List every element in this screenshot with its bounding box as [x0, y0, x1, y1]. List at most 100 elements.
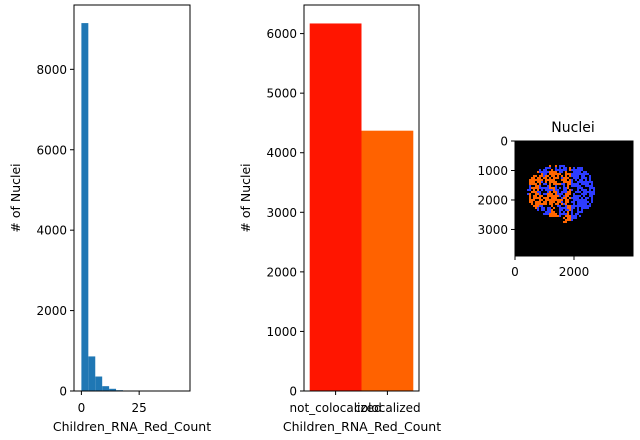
- nucleus-pixel: [561, 193, 563, 195]
- nucleus-pixel: [579, 215, 581, 217]
- nucleus-pixel: [565, 219, 567, 221]
- nucleus-pixel: [531, 183, 533, 185]
- nucleus-pixel: [557, 195, 559, 197]
- nucleus-pixel: [537, 177, 539, 179]
- nucleus-pixel: [559, 201, 561, 203]
- nucleus-pixel: [577, 213, 579, 215]
- nucleus-pixel: [541, 207, 543, 209]
- nucleus-pixel: [563, 187, 565, 189]
- histogram-x-ticks: 0 25: [78, 391, 147, 415]
- nucleus-pixel: [543, 203, 545, 205]
- nucleus-pixel: [551, 175, 553, 177]
- histogram-bar: [88, 356, 96, 391]
- nucleus-pixel: [529, 201, 531, 203]
- nucleus-pixel: [567, 205, 569, 207]
- nucleus-pixel: [543, 175, 545, 177]
- nucleus-pixel: [567, 219, 569, 221]
- nucleus-pixel: [535, 179, 537, 181]
- nucleus-pixel: [577, 201, 579, 203]
- nucleus-pixel: [583, 183, 585, 185]
- nucleus-pixel: [545, 183, 547, 185]
- nucleus-pixel: [565, 175, 567, 177]
- nucleus-pixel: [553, 175, 555, 177]
- nucleus-pixel: [579, 167, 581, 169]
- nucleus-pixel: [557, 175, 559, 177]
- nucleus-pixel: [529, 187, 531, 189]
- histogram-x-tick-label: 25: [132, 401, 147, 415]
- nucleus-pixel: [579, 191, 581, 193]
- nucleus-pixel: [589, 175, 591, 177]
- nucleus-pixel: [557, 215, 559, 217]
- nucleus-pixel: [535, 205, 537, 207]
- nucleus-pixel: [539, 191, 541, 193]
- nuclei-image-panel: Nuclei 0 2000 0 1000 2000 3000: [477, 120, 634, 279]
- nucleus-pixel: [555, 213, 557, 215]
- nucleus-pixel: [571, 213, 573, 215]
- nuclei-image-y-tick-label: 0: [500, 135, 508, 149]
- nucleus-pixel: [545, 211, 547, 213]
- colocalization-bar: [309, 23, 362, 391]
- nucleus-pixel: [563, 221, 565, 223]
- nucleus-pixel: [585, 173, 587, 175]
- nucleus-pixel: [541, 171, 543, 173]
- nucleus-pixel: [575, 213, 577, 215]
- nucleus-pixel: [589, 185, 591, 187]
- nucleus-pixel: [547, 191, 549, 193]
- nucleus-pixel: [573, 193, 575, 195]
- nucleus-pixel: [565, 201, 567, 203]
- nucleus-pixel: [577, 187, 579, 189]
- nucleus-pixel: [563, 167, 565, 169]
- nucleus-pixel: [585, 205, 587, 207]
- nucleus-pixel: [539, 175, 541, 177]
- nucleus-pixel: [555, 203, 557, 205]
- nucleus-pixel: [553, 211, 555, 213]
- nucleus-pixel: [571, 215, 573, 217]
- nucleus-pixel: [573, 217, 575, 219]
- nucleus-pixel: [545, 171, 547, 173]
- histogram-x-tick-label: 0: [78, 401, 86, 415]
- nucleus-pixel: [581, 177, 583, 179]
- nucleus-pixel: [577, 175, 579, 177]
- nucleus-pixel: [545, 177, 547, 179]
- nucleus-pixel: [533, 199, 535, 201]
- nucleus-pixel: [567, 215, 569, 217]
- nucleus-pixel: [561, 175, 563, 177]
- nucleus-pixel: [587, 183, 589, 185]
- nucleus-pixel: [567, 177, 569, 179]
- nucleus-pixel: [551, 213, 553, 215]
- nucleus-pixel: [591, 191, 593, 193]
- nucleus-pixel: [591, 197, 593, 199]
- nucleus-pixel: [563, 179, 565, 181]
- nucleus-pixel: [569, 207, 571, 209]
- nucleus-pixel: [587, 181, 589, 183]
- nucleus-pixel: [579, 201, 581, 203]
- nucleus-pixel: [533, 181, 535, 183]
- nucleus-pixel: [575, 185, 577, 187]
- nucleus-pixel: [555, 177, 557, 179]
- nucleus-pixel: [535, 183, 537, 185]
- nucleus-pixel: [551, 203, 553, 205]
- nucleus-pixel: [589, 191, 591, 193]
- nucleus-pixel: [535, 185, 537, 187]
- nucleus-pixel: [589, 193, 591, 195]
- nucleus-pixel: [553, 183, 555, 185]
- nucleus-pixel: [555, 197, 557, 199]
- nucleus-pixel: [575, 217, 577, 219]
- nucleus-pixel: [569, 183, 571, 185]
- nucleus-pixel: [557, 193, 559, 195]
- nucleus-pixel: [547, 211, 549, 213]
- nucleus-pixel: [557, 173, 559, 175]
- nucleus-pixel: [555, 189, 557, 191]
- nucleus-pixel: [531, 179, 533, 181]
- nucleus-pixel: [559, 205, 561, 207]
- nucleus-pixel: [533, 189, 535, 191]
- nucleus-pixel: [575, 173, 577, 175]
- nucleus-pixel: [549, 195, 551, 197]
- nucleus-pixel: [589, 187, 591, 189]
- nucleus-pixel: [563, 181, 565, 183]
- nucleus-pixel: [551, 193, 553, 195]
- nucleus-pixel: [561, 177, 563, 179]
- nucleus-pixel: [565, 197, 567, 199]
- nucleus-pixel: [577, 191, 579, 193]
- nucleus-pixel: [553, 201, 555, 203]
